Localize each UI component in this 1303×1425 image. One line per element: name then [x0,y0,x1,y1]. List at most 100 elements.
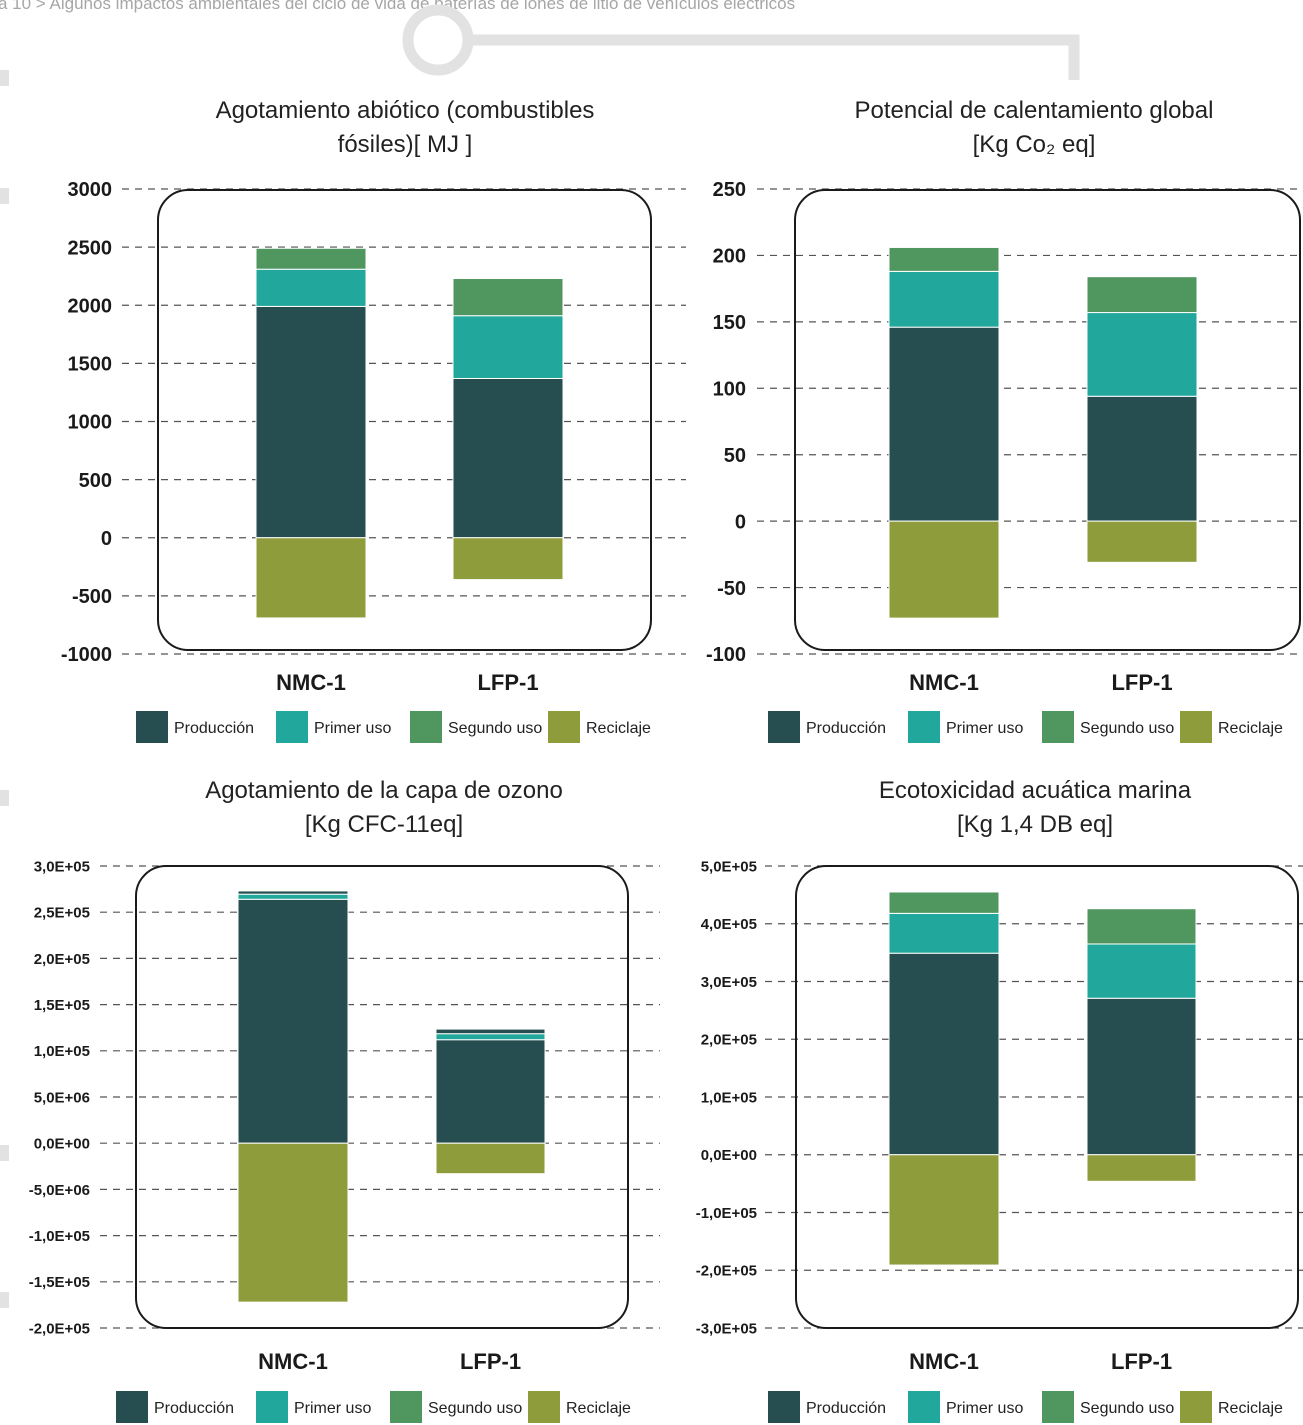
chart-title: [Kg 1,4 DB eq] [957,811,1113,838]
bar-segment [888,246,1000,272]
legend-swatch [528,1391,560,1423]
bar-segment [1086,908,1197,945]
x-category-label: LFP-1 [1111,670,1172,695]
y-tick-label: 0 [735,511,746,533]
chart-title: Ecotoxicidad acuática marina [879,777,1192,804]
y-tick-label: 4,0E+05 [701,916,757,933]
legend-swatch [276,711,308,743]
legend-swatch [768,711,800,743]
x-category-label: NMC-1 [276,670,346,695]
bar-segment [888,912,1000,954]
y-tick-label: -500 [72,586,112,608]
x-category-label: LFP-1 [460,1349,521,1374]
y-tick-label: 5,0E+05 [701,858,757,875]
legend-label: Segundo uso [1080,1400,1174,1417]
y-tick-label: 5,0E+06 [34,1089,90,1106]
bar-segment [452,315,564,379]
y-tick-label: -1,0E+05 [29,1228,90,1245]
legend-label: Producción [154,1400,234,1417]
legend-swatch [116,1391,148,1423]
legend-swatch [410,711,442,743]
x-category-label: LFP-1 [1111,1349,1172,1374]
y-tick-label: 0 [101,528,112,550]
legend-swatch [908,711,940,743]
y-tick-label: -2,0E+05 [696,1263,757,1280]
y-tick-label: 150 [713,312,746,334]
bar-segment [452,377,564,539]
y-tick-label: 2,0E+05 [34,951,90,968]
x-category-label: NMC-1 [909,1349,979,1374]
chart-title: Agotamiento abiótico (combustibles [216,97,595,124]
bar-segment [435,1028,546,1035]
bar-segment [435,1142,546,1175]
y-tick-label: 3,0E+05 [34,858,90,875]
y-tick-label: 1,0E+05 [701,1089,757,1106]
bar-segment [237,898,349,1144]
chart-title: Potencial de calentamiento global [855,97,1214,124]
y-tick-label: 1000 [68,412,113,434]
bar-segment [435,1039,546,1144]
chart-title: [Kg CFC-11eq] [305,811,463,838]
bar-segment [255,268,367,307]
y-tick-label: 50 [724,445,746,467]
y-tick-label: 0,0E+00 [34,1136,90,1153]
y-tick-label: -1000 [61,644,112,666]
side-decoration [0,70,9,86]
y-tick-label: 1,5E+05 [34,997,90,1014]
y-tick-label: 2000 [68,295,113,317]
bar-segment [888,891,1000,914]
plot-frame [794,189,1301,651]
chart-title: Agotamiento de la capa de ozono [205,777,563,804]
y-tick-label: -100 [706,644,746,666]
bar-segment [1086,520,1198,563]
bar-segment [452,278,564,317]
legend-swatch [1042,1391,1074,1423]
legend-label: Segundo uso [428,1400,522,1417]
bar-segment [255,305,367,539]
y-tick-label: 2,0E+05 [701,1032,757,1049]
legend-label: Segundo uso [1080,720,1174,737]
side-decoration [0,188,9,204]
bar-segment [1086,395,1198,522]
legend-swatch [908,1391,940,1423]
bar-segment [1086,312,1198,397]
figure-caption: a 10 > Algunos impactos ambientales del … [0,0,796,13]
legend-swatch [548,711,580,743]
bar-segment [888,520,1000,619]
y-tick-label: 1500 [68,354,113,376]
legend-swatch [1180,711,1212,743]
y-tick-label: 250 [713,179,746,201]
side-decoration [0,1292,9,1308]
y-tick-label: -5,0E+06 [29,1182,90,1199]
bar-segment [237,1142,349,1303]
y-tick-label: 2500 [68,237,113,259]
bar-segment [1086,1154,1197,1182]
y-tick-label: 200 [713,246,746,268]
y-tick-label: 2,5E+05 [34,905,90,922]
legend-label: Producción [806,1400,886,1417]
legend-label: Reciclaje [1218,720,1283,737]
legend-label: Primer uso [946,720,1023,737]
side-decoration [0,1145,9,1161]
bar-segment [452,537,564,581]
legend-label: Segundo uso [448,720,542,737]
bar-segment [888,952,1000,1156]
legend-label: Reciclaje [586,720,651,737]
decorative-bar [468,34,1080,80]
x-category-label: LFP-1 [477,670,538,695]
y-tick-label: 3,0E+05 [701,974,757,991]
legend-swatch [1180,1391,1212,1423]
legend-swatch [768,1391,800,1423]
bar-segment [888,270,1000,328]
y-tick-label: 100 [713,378,746,400]
bar-segment [255,537,367,619]
legend-swatch [136,711,168,743]
y-tick-label: -50 [717,578,746,600]
legend-label: Primer uso [946,1400,1023,1417]
bar-segment [1086,943,1197,999]
plot-frame [157,189,652,651]
bar-segment [1086,997,1197,1156]
y-tick-label: -1,0E+05 [696,1205,757,1222]
x-category-label: NMC-1 [909,670,979,695]
